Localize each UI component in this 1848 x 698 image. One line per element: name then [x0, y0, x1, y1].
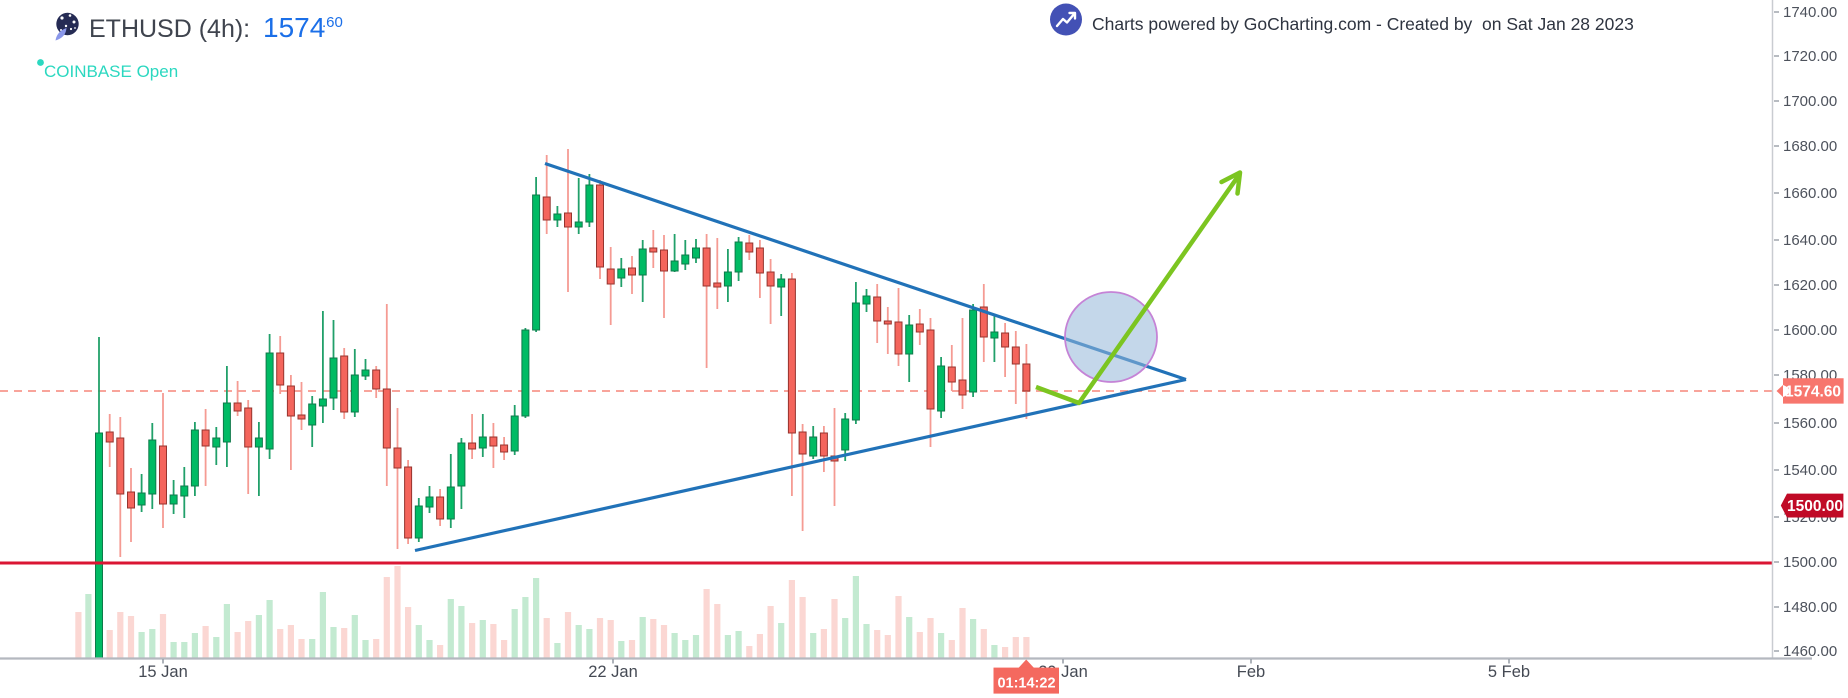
- svg-text:1500.00: 1500.00: [1787, 498, 1843, 515]
- svg-text:1660.00: 1660.00: [1783, 185, 1837, 202]
- svg-text:1620.00: 1620.00: [1783, 277, 1837, 294]
- svg-text:1574: 1574: [263, 12, 325, 43]
- svg-text:01:14:22: 01:14:22: [997, 676, 1055, 692]
- svg-text:1740.00: 1740.00: [1783, 4, 1837, 21]
- svg-text:1460.00: 1460.00: [1783, 643, 1837, 660]
- svg-text:1540.00: 1540.00: [1783, 462, 1837, 479]
- svg-text:Feb: Feb: [1237, 663, 1265, 681]
- svg-text:1480.00: 1480.00: [1783, 599, 1837, 616]
- svg-text:.60: .60: [322, 14, 343, 31]
- svg-text:1680.00: 1680.00: [1783, 138, 1837, 155]
- svg-text:1600.00: 1600.00: [1783, 322, 1837, 339]
- svg-text:1640.00: 1640.00: [1783, 232, 1837, 249]
- svg-text:15 Jan: 15 Jan: [138, 663, 188, 681]
- svg-text:1700.00: 1700.00: [1783, 93, 1837, 110]
- svg-text:5 Feb: 5 Feb: [1488, 663, 1530, 681]
- svg-text:Charts powered by GoCharting.c: Charts powered by GoCharting.com - Creat…: [1092, 14, 1634, 34]
- svg-text:COINBASE Open: COINBASE Open: [44, 62, 178, 81]
- svg-text:1500.00: 1500.00: [1783, 554, 1837, 571]
- svg-text:22 Jan: 22 Jan: [588, 663, 638, 681]
- svg-text:1574.60: 1574.60: [1785, 384, 1841, 401]
- svg-text:1720.00: 1720.00: [1783, 48, 1837, 65]
- svg-text:ETHUSD (4h):: ETHUSD (4h):: [89, 15, 250, 43]
- svg-text:1560.00: 1560.00: [1783, 415, 1837, 432]
